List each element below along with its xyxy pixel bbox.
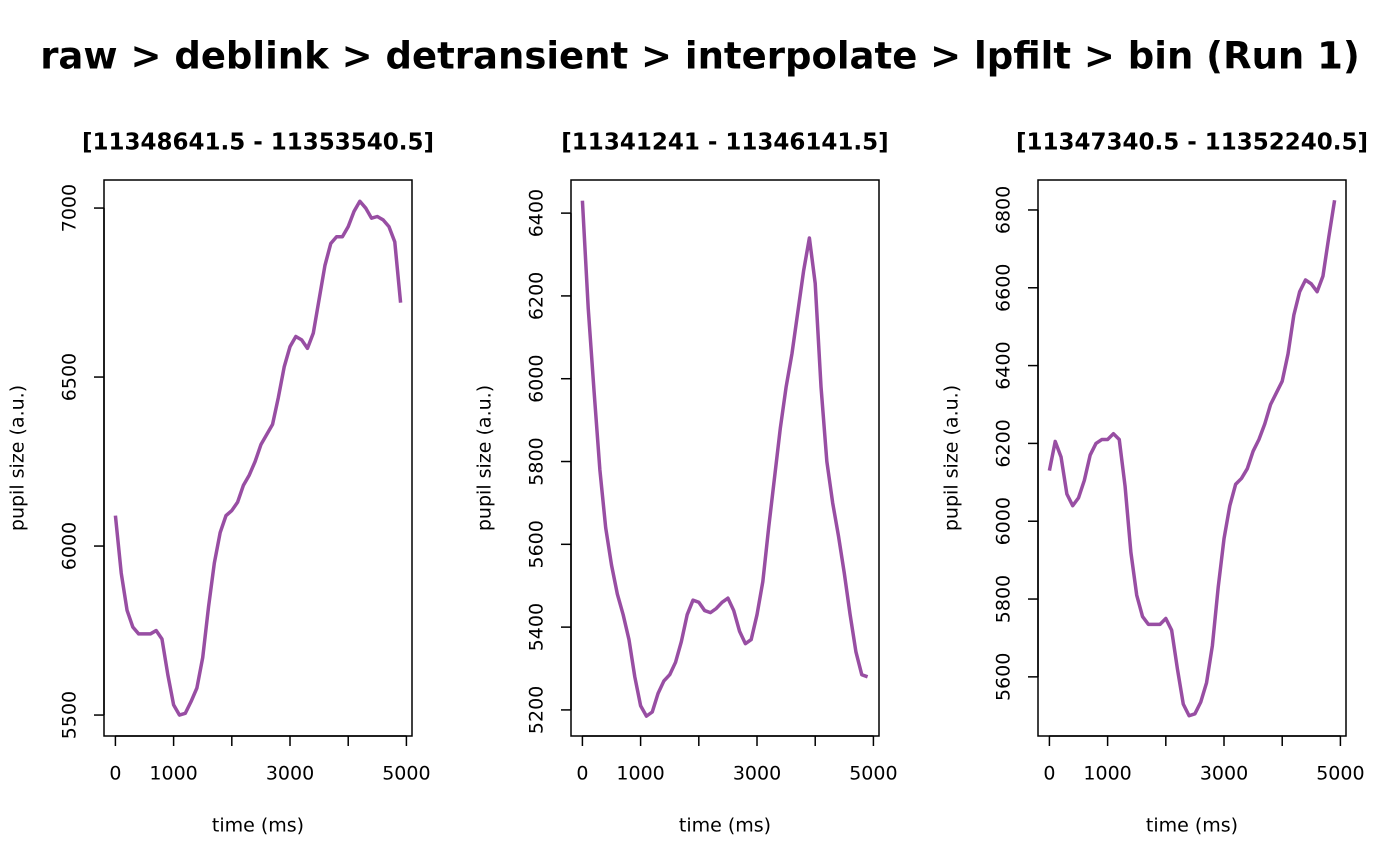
data-line	[580, 200, 869, 718]
y-tick-label: 5600	[526, 520, 548, 568]
x-tick-label: 1000	[1083, 763, 1131, 785]
y-tick-label: 6000	[59, 522, 81, 570]
panel-title: [11341241 - 11346141.5]	[561, 130, 888, 156]
x-axis-label: time (ms)	[679, 815, 771, 837]
panel-title: [11348641.5 - 11353540.5]	[82, 130, 434, 156]
x-tick-label: 3000	[1200, 763, 1248, 785]
x-tick-label: 3000	[733, 763, 781, 785]
data-line	[1047, 199, 1337, 718]
y-tick-label: 6200	[526, 272, 548, 320]
y-axis-label: pupil size (a.u.)	[941, 385, 963, 531]
plot-frame	[1037, 179, 1347, 737]
x-tick-label: 0	[1043, 763, 1055, 785]
panel-title: [11347340.5 - 11352240.5]	[1016, 130, 1368, 156]
x-tick-label: 1000	[616, 763, 664, 785]
y-tick-label: 5600	[993, 653, 1015, 701]
y-tick-label: 5500	[59, 691, 81, 739]
x-tick-label: 0	[109, 763, 121, 785]
y-tick-label: 6400	[993, 341, 1015, 389]
y-tick-label: 6000	[993, 497, 1015, 545]
y-tick-label: 6000	[526, 355, 548, 403]
plot-frame	[570, 179, 880, 737]
y-tick-label: 6400	[526, 189, 548, 237]
y-tick-label: 6500	[59, 353, 81, 401]
figure-title: raw > deblink > detransient > interpolat…	[40, 35, 1360, 78]
y-axis-label: pupil size (a.u.)	[474, 385, 496, 531]
y-tick-label: 5800	[993, 575, 1015, 623]
x-tick-label: 5000	[849, 763, 897, 785]
y-tick-label: 6200	[993, 419, 1015, 467]
y-tick-label: 6600	[993, 264, 1015, 312]
y-tick-label: 5200	[526, 686, 548, 734]
x-axis-label: time (ms)	[1146, 815, 1238, 837]
y-tick-label: 5800	[526, 437, 548, 485]
y-axis-label: pupil size (a.u.)	[7, 385, 29, 531]
data-line	[113, 199, 403, 717]
x-axis-label: time (ms)	[212, 815, 304, 837]
x-tick-label: 1000	[149, 763, 197, 785]
x-tick-label: 5000	[1316, 763, 1364, 785]
y-tick-label: 6800	[993, 186, 1015, 234]
x-tick-label: 3000	[266, 763, 314, 785]
x-tick-label: 0	[576, 763, 588, 785]
y-tick-label: 5400	[526, 603, 548, 651]
x-tick-label: 5000	[382, 763, 430, 785]
y-tick-label: 7000	[59, 184, 81, 232]
